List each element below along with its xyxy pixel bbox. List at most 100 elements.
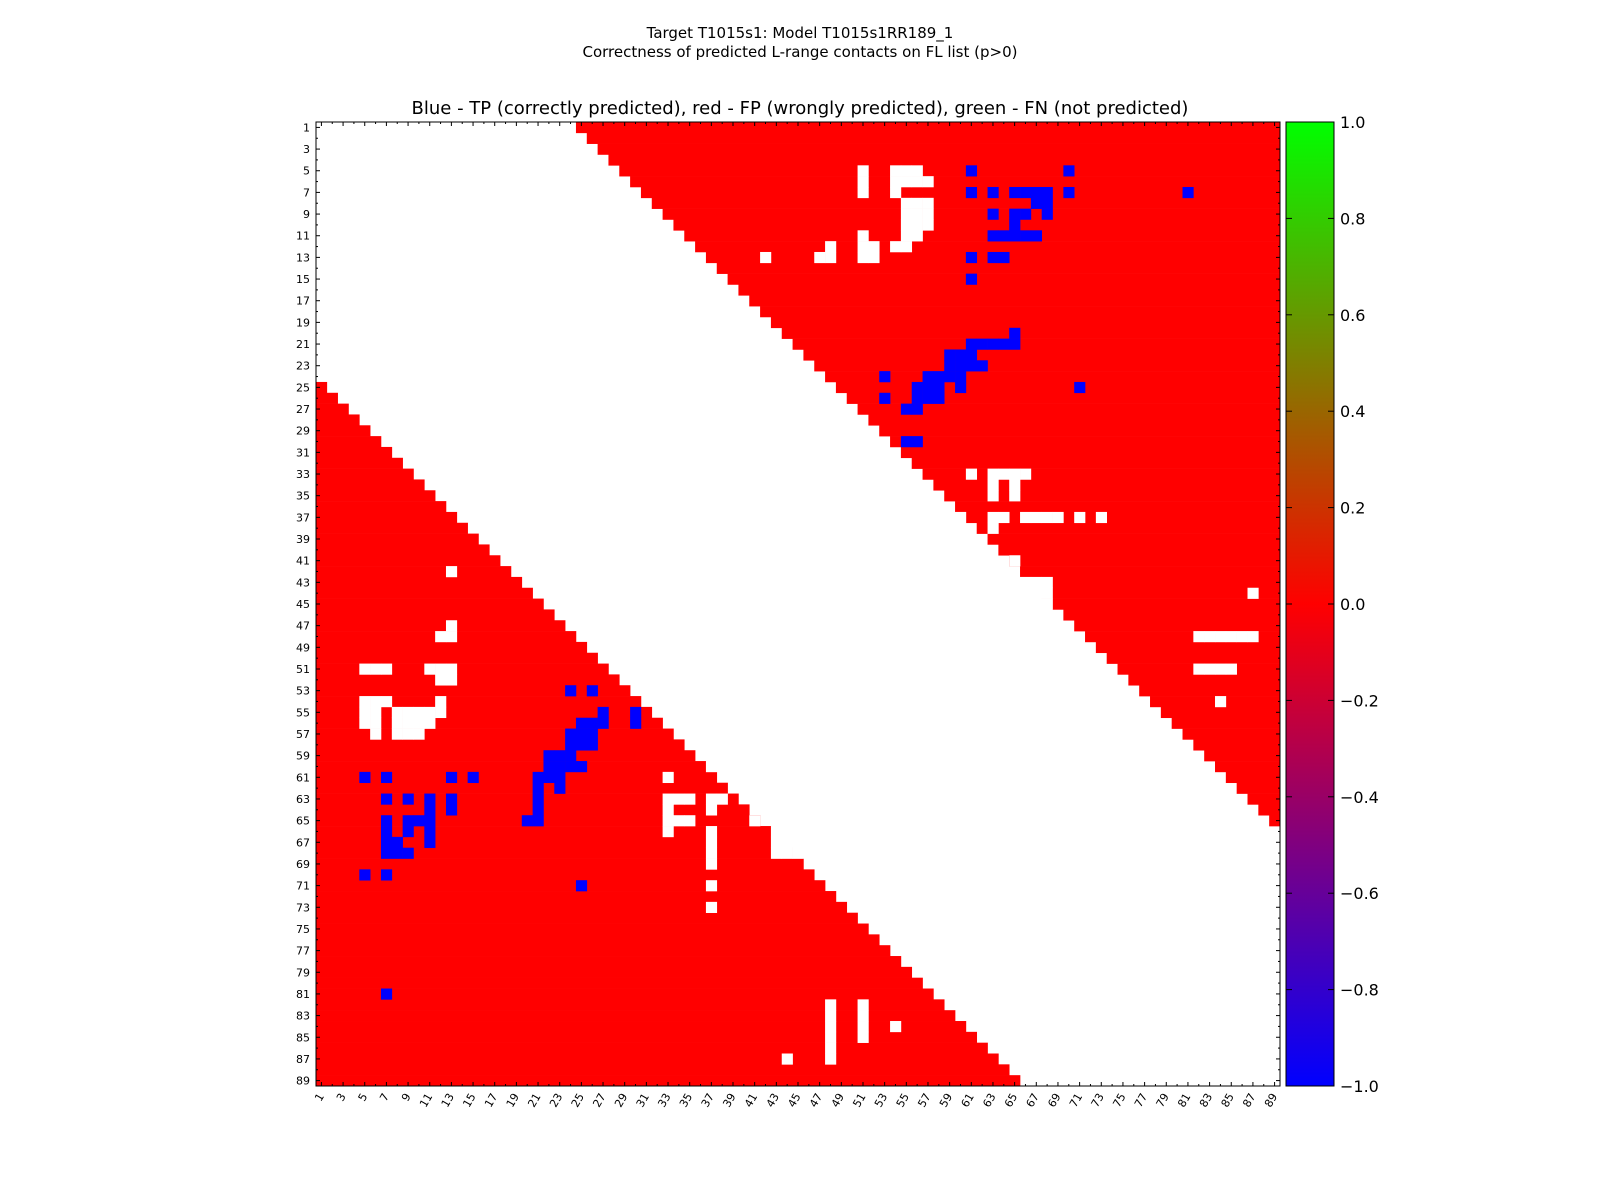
- tp-cell: [575, 717, 588, 729]
- fp-row-lower-45: [316, 598, 544, 610]
- tp-cell: [922, 392, 934, 404]
- tp-cell: [1020, 208, 1032, 220]
- fp-row-upper-34: [933, 479, 1281, 491]
- fp-row-lower-87: [316, 1053, 999, 1065]
- tp-cell: [445, 771, 458, 784]
- fn-cell: [998, 468, 1010, 480]
- fp-row-lower-86: [316, 1042, 988, 1054]
- fn-cell: [402, 728, 414, 740]
- fp-row-upper-40: [998, 544, 1281, 556]
- fp-row-lower-77: [316, 945, 891, 957]
- tp-cell: [1009, 219, 1021, 231]
- fn-cell: [857, 1010, 869, 1022]
- fp-row-lower-79: [316, 966, 913, 978]
- fp-row-upper-48: [1085, 631, 1281, 643]
- fn-cell: [825, 251, 837, 264]
- fn-cell: [1236, 631, 1248, 643]
- tp-cell: [987, 251, 999, 264]
- y-tick-label: 25: [296, 381, 310, 394]
- fn-cell: [1009, 468, 1021, 480]
- tp-cell: [965, 360, 978, 372]
- y-tick-label: 83: [296, 1010, 310, 1023]
- fn-cell: [1009, 490, 1021, 502]
- fn-cell: [1020, 511, 1032, 524]
- fn-cell: [1009, 555, 1021, 567]
- tp-cell: [987, 230, 999, 242]
- fp-row-upper-2: [586, 132, 1281, 144]
- tp-cell: [965, 273, 978, 285]
- y-tick-label: 13: [296, 251, 310, 264]
- fp-row-upper-32: [911, 457, 1281, 469]
- tp-cell: [630, 717, 642, 729]
- y-tick-label: 9: [303, 208, 310, 221]
- fp-row-upper-9: [662, 208, 1281, 220]
- tp-cell: [575, 739, 588, 751]
- tp-cell: [1030, 230, 1043, 242]
- x-tick-label: 53: [872, 1091, 890, 1110]
- tp-cell: [965, 338, 978, 350]
- fp-row-upper-21: [792, 338, 1281, 350]
- tp-cell: [998, 230, 1010, 242]
- y-tick-label: 67: [296, 836, 310, 849]
- fn-cell: [825, 1010, 837, 1022]
- fn-cell: [705, 761, 718, 773]
- fp-row-upper-24: [825, 371, 1281, 383]
- fp-row-upper-41: [1009, 555, 1281, 567]
- fp-row-lower-72: [316, 891, 837, 903]
- y-tick-label: 21: [296, 338, 310, 351]
- tp-cell: [532, 771, 544, 784]
- fn-cell: [1225, 631, 1237, 643]
- fp-row-upper-61: [1225, 771, 1281, 784]
- fp-row-upper-8: [651, 197, 1281, 209]
- fn-cell: [911, 219, 923, 231]
- fn-cell: [705, 858, 718, 870]
- x-tick-label: 71: [1067, 1091, 1085, 1110]
- tp-cell: [543, 771, 555, 784]
- tp-cell: [987, 338, 999, 350]
- tp-cell: [597, 706, 609, 719]
- fp-row-lower-26: [316, 392, 338, 404]
- fn-cell: [435, 663, 447, 675]
- y-tick-label: 19: [296, 316, 310, 329]
- fn-cell: [770, 826, 783, 838]
- tp-cell: [532, 815, 544, 827]
- fp-row-lower-42: [316, 566, 512, 578]
- fp-row-upper-10: [673, 219, 1281, 231]
- fp-row-upper-29: [879, 425, 1281, 437]
- fn-cell: [435, 674, 447, 686]
- tp-cell: [1182, 186, 1194, 199]
- x-tick-label: 19: [504, 1091, 522, 1110]
- fn-cell: [705, 793, 718, 805]
- fn-cell: [391, 717, 403, 729]
- fn-cell: [900, 230, 913, 242]
- tp-cell: [955, 360, 967, 372]
- fp-row-lower-33: [316, 468, 414, 480]
- fp-row-upper-52: [1128, 674, 1281, 686]
- x-tick-label: 9: [399, 1091, 414, 1104]
- fn-cell: [922, 208, 934, 220]
- tp-cell: [402, 847, 414, 859]
- y-tick-label: 15: [296, 273, 310, 286]
- fp-row-upper-5: [619, 165, 1281, 177]
- fn-cell: [391, 706, 403, 719]
- fp-row-lower-66: [316, 826, 772, 838]
- tp-cell: [402, 815, 414, 827]
- fn-cell: [900, 241, 913, 253]
- fp-row-upper-57: [1182, 728, 1281, 740]
- x-tick-label: 77: [1132, 1091, 1150, 1110]
- x-tick-label: 13: [439, 1091, 457, 1110]
- y-tick-label: 75: [296, 923, 310, 936]
- fp-row-lower-84: [316, 1021, 967, 1033]
- tp-cell: [380, 847, 393, 859]
- fp-row-lower-68: [316, 847, 793, 859]
- fn-cell: [1215, 663, 1227, 675]
- tp-cell: [987, 186, 999, 199]
- tp-cell: [965, 165, 978, 177]
- fp-row-lower-82: [316, 999, 945, 1011]
- fp-row-lower-41: [316, 555, 501, 567]
- fp-row-lower-85: [316, 1031, 978, 1043]
- colorbar: [1285, 121, 1335, 1087]
- x-tick-label: 69: [1045, 1091, 1063, 1110]
- tp-cell: [380, 836, 393, 849]
